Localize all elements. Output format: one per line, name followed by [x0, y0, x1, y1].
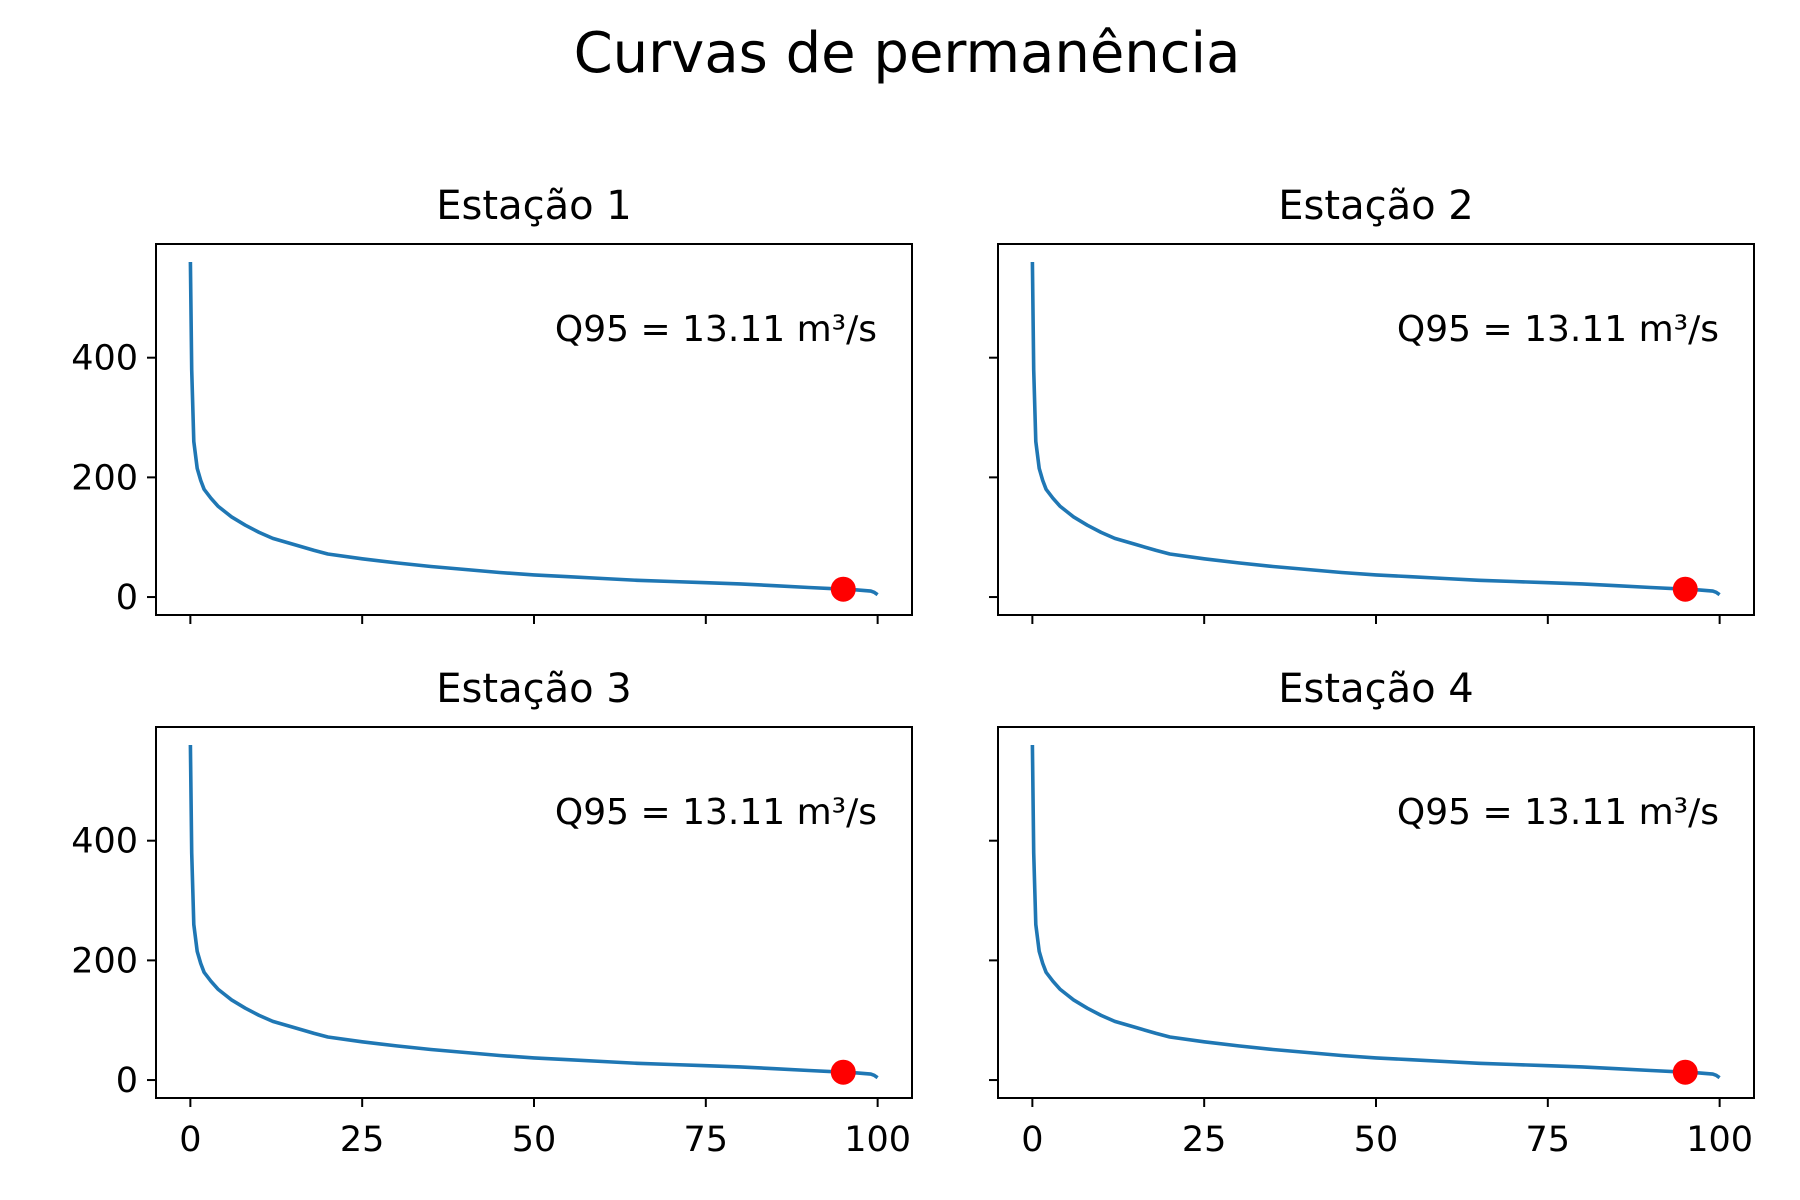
series-line — [1030, 744, 1721, 1080]
y-tick-label: 400 — [71, 339, 138, 379]
x-tick-label: 75 — [684, 1120, 729, 1160]
subplot-title: Estação 2 — [1278, 183, 1473, 229]
x-tick-label: 0 — [179, 1120, 201, 1160]
series-line — [1030, 261, 1721, 597]
x-tick-label: 100 — [844, 1120, 911, 1160]
y-tick-label: 0 — [116, 578, 138, 618]
subplot-2: Estação 2 Q95 = 13.11 m³/s — [989, 183, 1755, 624]
axes-frame — [997, 243, 1755, 616]
axes-frame — [155, 726, 913, 1099]
q95-marker — [1672, 1059, 1698, 1085]
subplot-4: Estação 4 Q95 = 13.11 m³/s 0 25 50 75 100 — [989, 666, 1755, 1160]
q95-annotation: Q95 = 13.11 m³/s — [555, 309, 877, 350]
series-line — [188, 744, 879, 1080]
subplot-3: Estação 3 Q95 = 13.11 m³/s 0 25 50 75 100 0 200 4… — [71, 666, 913, 1160]
q95-annotation: Q95 = 13.11 m³/s — [1397, 792, 1719, 833]
subplot-title: Estação 3 — [436, 666, 631, 712]
x-tick-label: 50 — [512, 1120, 557, 1160]
axes-frame — [155, 243, 913, 616]
x-tick-label: 25 — [1182, 1120, 1227, 1160]
x-tick-label: 25 — [340, 1120, 385, 1160]
q95-annotation: Q95 = 13.11 m³/s — [555, 792, 877, 833]
x-tick-label: 75 — [1526, 1120, 1571, 1160]
subplot-title: Estação 4 — [1278, 666, 1473, 712]
axes-frame — [997, 726, 1755, 1099]
q95-annotation: Q95 = 13.11 m³/s — [1397, 309, 1719, 350]
figure-title: Curvas de permanência — [574, 21, 1241, 86]
y-tick-label: 0 — [116, 1061, 138, 1101]
subplot-1: Estação 1 Q95 = 13.11 m³/s 0 200 400 — [71, 183, 913, 624]
x-tick-label: 50 — [1354, 1120, 1399, 1160]
x-tick-label: 0 — [1021, 1120, 1043, 1160]
series-line — [188, 261, 879, 597]
q95-marker — [830, 1059, 856, 1085]
y-tick-label: 200 — [71, 941, 138, 981]
q95-marker — [830, 576, 856, 602]
q95-marker — [1672, 576, 1698, 602]
x-tick-label: 100 — [1686, 1120, 1753, 1160]
y-tick-label: 200 — [71, 458, 138, 498]
y-tick-label: 400 — [71, 822, 138, 862]
subplot-title: Estação 1 — [436, 183, 631, 229]
